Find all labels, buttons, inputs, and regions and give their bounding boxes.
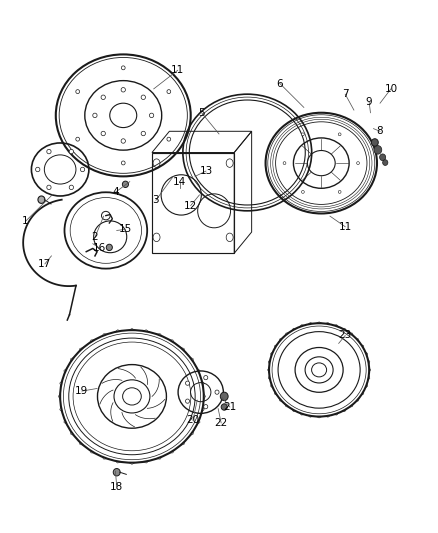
Ellipse shape (38, 196, 45, 204)
Ellipse shape (186, 399, 190, 403)
Ellipse shape (121, 66, 125, 70)
Text: 22: 22 (215, 418, 228, 428)
Text: 23: 23 (339, 330, 352, 341)
Text: 18: 18 (110, 481, 124, 491)
Ellipse shape (301, 133, 304, 136)
Ellipse shape (167, 90, 171, 94)
Ellipse shape (204, 405, 208, 409)
Ellipse shape (357, 161, 360, 165)
Ellipse shape (121, 87, 125, 92)
Text: 5: 5 (198, 108, 205, 118)
Ellipse shape (149, 113, 154, 118)
Ellipse shape (81, 167, 85, 172)
Text: 9: 9 (366, 97, 372, 107)
Ellipse shape (122, 181, 128, 188)
Ellipse shape (121, 139, 125, 143)
Ellipse shape (121, 161, 125, 165)
Ellipse shape (69, 185, 74, 190)
Ellipse shape (69, 149, 74, 154)
Ellipse shape (113, 469, 120, 476)
Text: 3: 3 (152, 195, 159, 205)
Ellipse shape (47, 185, 51, 190)
Ellipse shape (76, 137, 80, 141)
Text: 20: 20 (186, 415, 199, 425)
Text: 11: 11 (171, 66, 184, 75)
Ellipse shape (141, 131, 145, 136)
Ellipse shape (338, 190, 341, 193)
Ellipse shape (374, 146, 382, 154)
Text: 8: 8 (377, 126, 383, 136)
Text: 15: 15 (119, 224, 132, 235)
Text: 19: 19 (75, 386, 88, 396)
Text: 6: 6 (277, 78, 283, 88)
Text: 1: 1 (22, 216, 28, 227)
Text: 7: 7 (342, 89, 349, 99)
Ellipse shape (301, 190, 304, 193)
Ellipse shape (47, 149, 51, 154)
Ellipse shape (101, 95, 106, 100)
Text: 17: 17 (38, 259, 52, 269)
Text: 4: 4 (112, 187, 119, 197)
Ellipse shape (35, 167, 40, 172)
Text: 16: 16 (93, 243, 106, 253)
Ellipse shape (338, 133, 341, 136)
Text: 21: 21 (223, 402, 237, 412)
Text: 14: 14 (173, 176, 187, 187)
Ellipse shape (186, 381, 190, 385)
Ellipse shape (220, 392, 228, 401)
Ellipse shape (167, 137, 171, 141)
Ellipse shape (141, 95, 145, 100)
Text: 2: 2 (92, 232, 98, 243)
Ellipse shape (221, 404, 227, 410)
Ellipse shape (371, 139, 378, 146)
Ellipse shape (283, 161, 286, 165)
Text: 13: 13 (199, 166, 212, 176)
Text: 10: 10 (385, 84, 397, 94)
Ellipse shape (106, 244, 113, 251)
Ellipse shape (93, 113, 97, 118)
Ellipse shape (101, 131, 106, 136)
Text: 12: 12 (184, 200, 198, 211)
Ellipse shape (215, 390, 219, 394)
Ellipse shape (380, 154, 386, 160)
Text: 11: 11 (339, 222, 352, 232)
Ellipse shape (204, 376, 208, 379)
Ellipse shape (383, 160, 388, 165)
Ellipse shape (76, 90, 80, 94)
